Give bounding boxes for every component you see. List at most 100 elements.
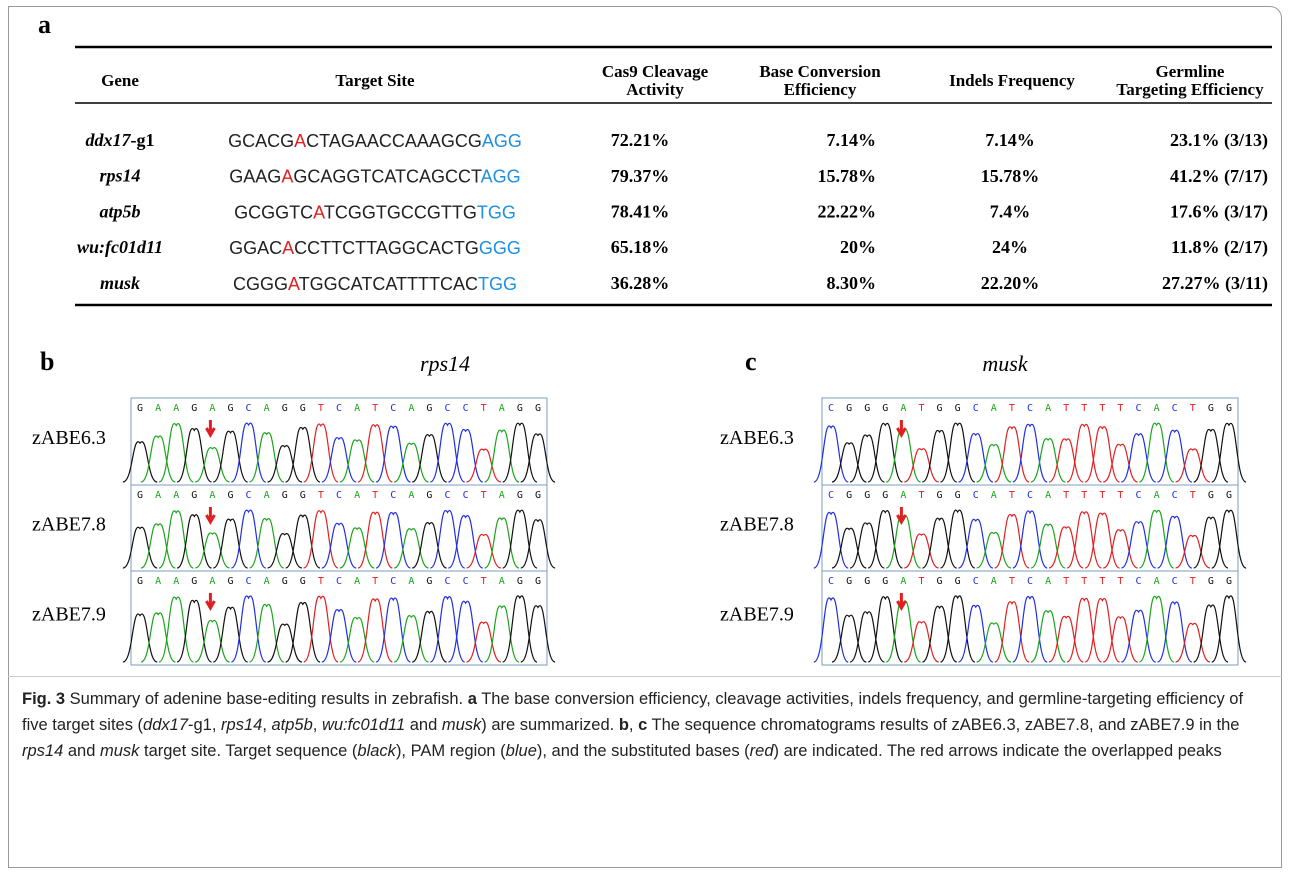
chromatogram-peak [503, 423, 537, 482]
chromatogram-peak [904, 534, 938, 568]
chromatogram-peak [141, 613, 175, 662]
target-site: GCGGTCATCGGTGCCGTTGTGG [234, 202, 516, 222]
target-part: GCACG [228, 131, 294, 151]
base-letter: T [372, 403, 378, 414]
red-arrow [206, 507, 214, 522]
target-part: AGG [481, 166, 521, 186]
track-label: zABE7.8 [32, 514, 106, 536]
chromatogram-peak [159, 597, 193, 662]
table-header: Gene [101, 71, 139, 90]
base-letter: G [864, 490, 870, 501]
base-letter: C [973, 490, 979, 501]
chromatogram-peak [1212, 510, 1246, 568]
chromatogram-peak [1212, 596, 1246, 662]
caption-text: ) are summarized. [481, 716, 619, 734]
chromatogram-peak [1121, 434, 1155, 482]
chromatogram-peak [1067, 598, 1101, 662]
target-part: A [281, 166, 293, 186]
base-letter: A [173, 403, 179, 414]
red-arrow [897, 507, 905, 522]
chromatogram-peak [1212, 423, 1246, 482]
caption-text: and [63, 742, 100, 760]
chromatogram-peak [503, 510, 537, 568]
cas9-activity: 65.18% [611, 237, 670, 257]
chromatogram-peak [1013, 511, 1047, 568]
chromatogram-peak [868, 511, 902, 568]
chromatogram-peak [394, 443, 428, 482]
table-header: Efficiency [784, 80, 857, 99]
chromatogram-peak [358, 512, 392, 568]
chromatogram-peak [1139, 510, 1173, 568]
base-letter: G [535, 490, 541, 501]
base-letter: T [1081, 576, 1087, 587]
indels-frequency: 7.4% [990, 202, 1031, 222]
track-label: zABE6.3 [720, 427, 794, 449]
base-letter: A [499, 576, 505, 587]
base-letter: T [1063, 490, 1069, 501]
base-letter: G [882, 490, 888, 501]
gene-part: -g1 [131, 130, 155, 150]
base-letter: C [1136, 576, 1142, 587]
red-arrow [897, 593, 905, 608]
base-letter: G [137, 490, 143, 501]
chromatogram-peak [376, 598, 410, 662]
base-letter: T [1081, 403, 1087, 414]
gene-part: wu:fc01d11 [77, 237, 163, 257]
base-letter: A [408, 490, 414, 501]
base-letter: A [1154, 490, 1160, 501]
base-letter: G [846, 403, 852, 414]
base-letter: T [1099, 576, 1105, 587]
base-letter: A [900, 403, 906, 414]
indels-frequency: 24% [992, 237, 1028, 257]
chromatogram-peak [850, 435, 884, 482]
chromatogram-peak [304, 511, 338, 568]
caption-text: wu:fc01d11 [322, 716, 405, 734]
chromatogram-peak [268, 624, 302, 662]
base-letter: C [336, 490, 342, 501]
base-letter: A [991, 490, 997, 501]
base-letter: A [209, 490, 215, 501]
caption-text: ddx17 [143, 716, 188, 734]
base-letter: G [137, 576, 143, 587]
target-part: TGGCATCATTTTCAC [299, 274, 478, 294]
chromatogram-peak [304, 596, 338, 662]
chromatogram-peak [868, 597, 902, 662]
chromatogram-peak [195, 533, 229, 568]
chromatogram-peak [430, 597, 464, 662]
target-part: GCGGTC [234, 202, 313, 222]
page: aGeneTarget SiteCas9 CleavageActivityBas… [0, 0, 1290, 875]
caption-text: target site. Target sequence ( [139, 742, 357, 760]
conversion-efficiency: 20% [840, 237, 876, 257]
chromatogram-peak [1103, 444, 1137, 482]
base-letter: C [1172, 403, 1178, 414]
base-letter: C [390, 403, 396, 414]
table-header: Target Site [335, 71, 415, 90]
base-letter: A [155, 403, 161, 414]
base-letter: C [1172, 576, 1178, 587]
chromatogram-peak [430, 511, 464, 568]
indels-frequency: 15.78% [981, 166, 1040, 186]
caption-text: blue [506, 742, 537, 760]
base-letter: A [499, 490, 505, 501]
chromatogram-peak [467, 622, 501, 662]
base-letter: G [300, 403, 306, 414]
gene-part: atp5b [99, 202, 140, 222]
base-letter: C [390, 576, 396, 587]
conversion-efficiency: 15.78% [818, 166, 877, 186]
chromatogram-peak [977, 533, 1011, 568]
gene-name: wu:fc01d11 [77, 237, 163, 257]
caption-text: rps14 [22, 742, 63, 760]
chromatogram-peak [430, 423, 464, 482]
base-letter: G [535, 576, 541, 587]
caption-text: b [619, 716, 629, 734]
base-letter: C [445, 403, 451, 414]
base-letter: C [336, 403, 342, 414]
base-letter: A [1045, 490, 1051, 501]
panel-label: c [745, 347, 757, 376]
chromatogram-peak [1139, 423, 1173, 482]
base-letter: G [882, 403, 888, 414]
chromatogram-peak [358, 425, 392, 482]
base-letter: T [1117, 403, 1123, 414]
chromatogram-peak [412, 523, 446, 568]
target-site: GGACACCTTCTTAGGCACTGGGG [229, 238, 521, 258]
